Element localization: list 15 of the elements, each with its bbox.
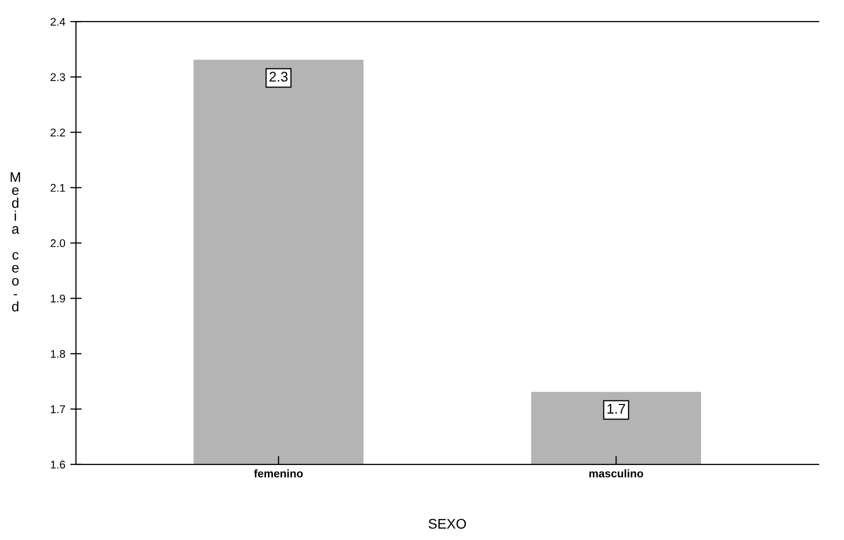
data-label: 1.7 <box>608 404 626 414</box>
y-tick-label: 2.4 <box>50 18 66 26</box>
y-tick-label: 2.0 <box>50 239 66 248</box>
y-tick-label: 1.9 <box>50 294 66 302</box>
data-label: 2.3 <box>270 72 288 82</box>
x-tick-label: femenino <box>254 469 303 478</box>
x-tick-label: masculino <box>589 469 644 478</box>
y-tick-label: 2.1 <box>50 184 66 192</box>
x-axis-title: SEXO <box>428 518 466 529</box>
text: Media ceo-d <box>10 172 20 312</box>
y-tick-label: 1.7 <box>50 405 65 414</box>
y-tick-label: 1.8 <box>50 350 66 358</box>
y-tick-label: 2.2 <box>50 128 65 136</box>
y-tick-label: 1.6 <box>50 460 66 469</box>
y-tick-label: 2.3 <box>50 73 66 82</box>
